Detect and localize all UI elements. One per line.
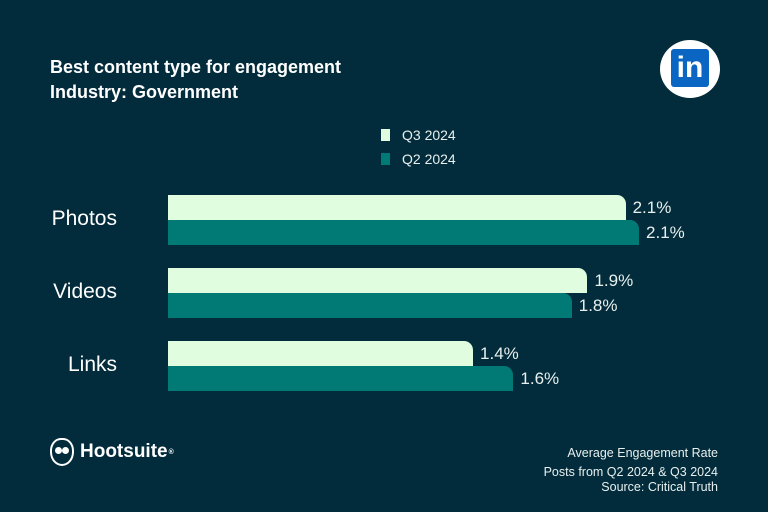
bar-links-q2-2024 (168, 366, 514, 391)
bar-videos-q3-2024 (168, 268, 588, 293)
bar-photos-q3-2024 (168, 195, 626, 220)
category-label: Videos (53, 280, 117, 303)
data-label: 2.1% (632, 198, 672, 217)
footer-source: Source: Critical Truth (601, 480, 718, 494)
footer-metric: Average Engagement Rate (567, 446, 718, 460)
legend-item: Q2 2024 (381, 151, 456, 167)
legend-swatch (381, 153, 390, 165)
legend-label: Q3 2024 (402, 127, 456, 143)
chart-subtitle: Industry: Government (50, 82, 239, 102)
chart-title: Best content type for engagement (50, 57, 342, 77)
category-label: Photos (51, 207, 117, 230)
data-label: 1.8% (578, 296, 618, 315)
legend-swatch (381, 129, 390, 141)
linkedin-logo: in (660, 40, 720, 98)
bar-photos-q2-2024 (168, 220, 640, 245)
owl-icon (50, 438, 74, 466)
registered-mark: ® (168, 448, 174, 456)
legend-label: Q2 2024 (402, 151, 456, 167)
bar-videos-q2-2024 (168, 293, 572, 318)
brand-name: Hootsuite (80, 441, 168, 462)
data-label: 1.6% (520, 369, 560, 388)
hootsuite-logo: Hootsuite ® (50, 438, 174, 466)
data-label: 1.4% (480, 344, 519, 363)
legend-item: Q3 2024 (381, 127, 456, 143)
category-label: Links (67, 353, 117, 376)
bar-links-q3-2024 (168, 341, 474, 366)
data-label: 2.1% (646, 223, 685, 242)
linkedin-icon: in (671, 49, 709, 87)
data-label: 1.9% (594, 271, 634, 290)
footer-period: Posts from Q2 2024 & Q3 2024 (543, 465, 718, 479)
